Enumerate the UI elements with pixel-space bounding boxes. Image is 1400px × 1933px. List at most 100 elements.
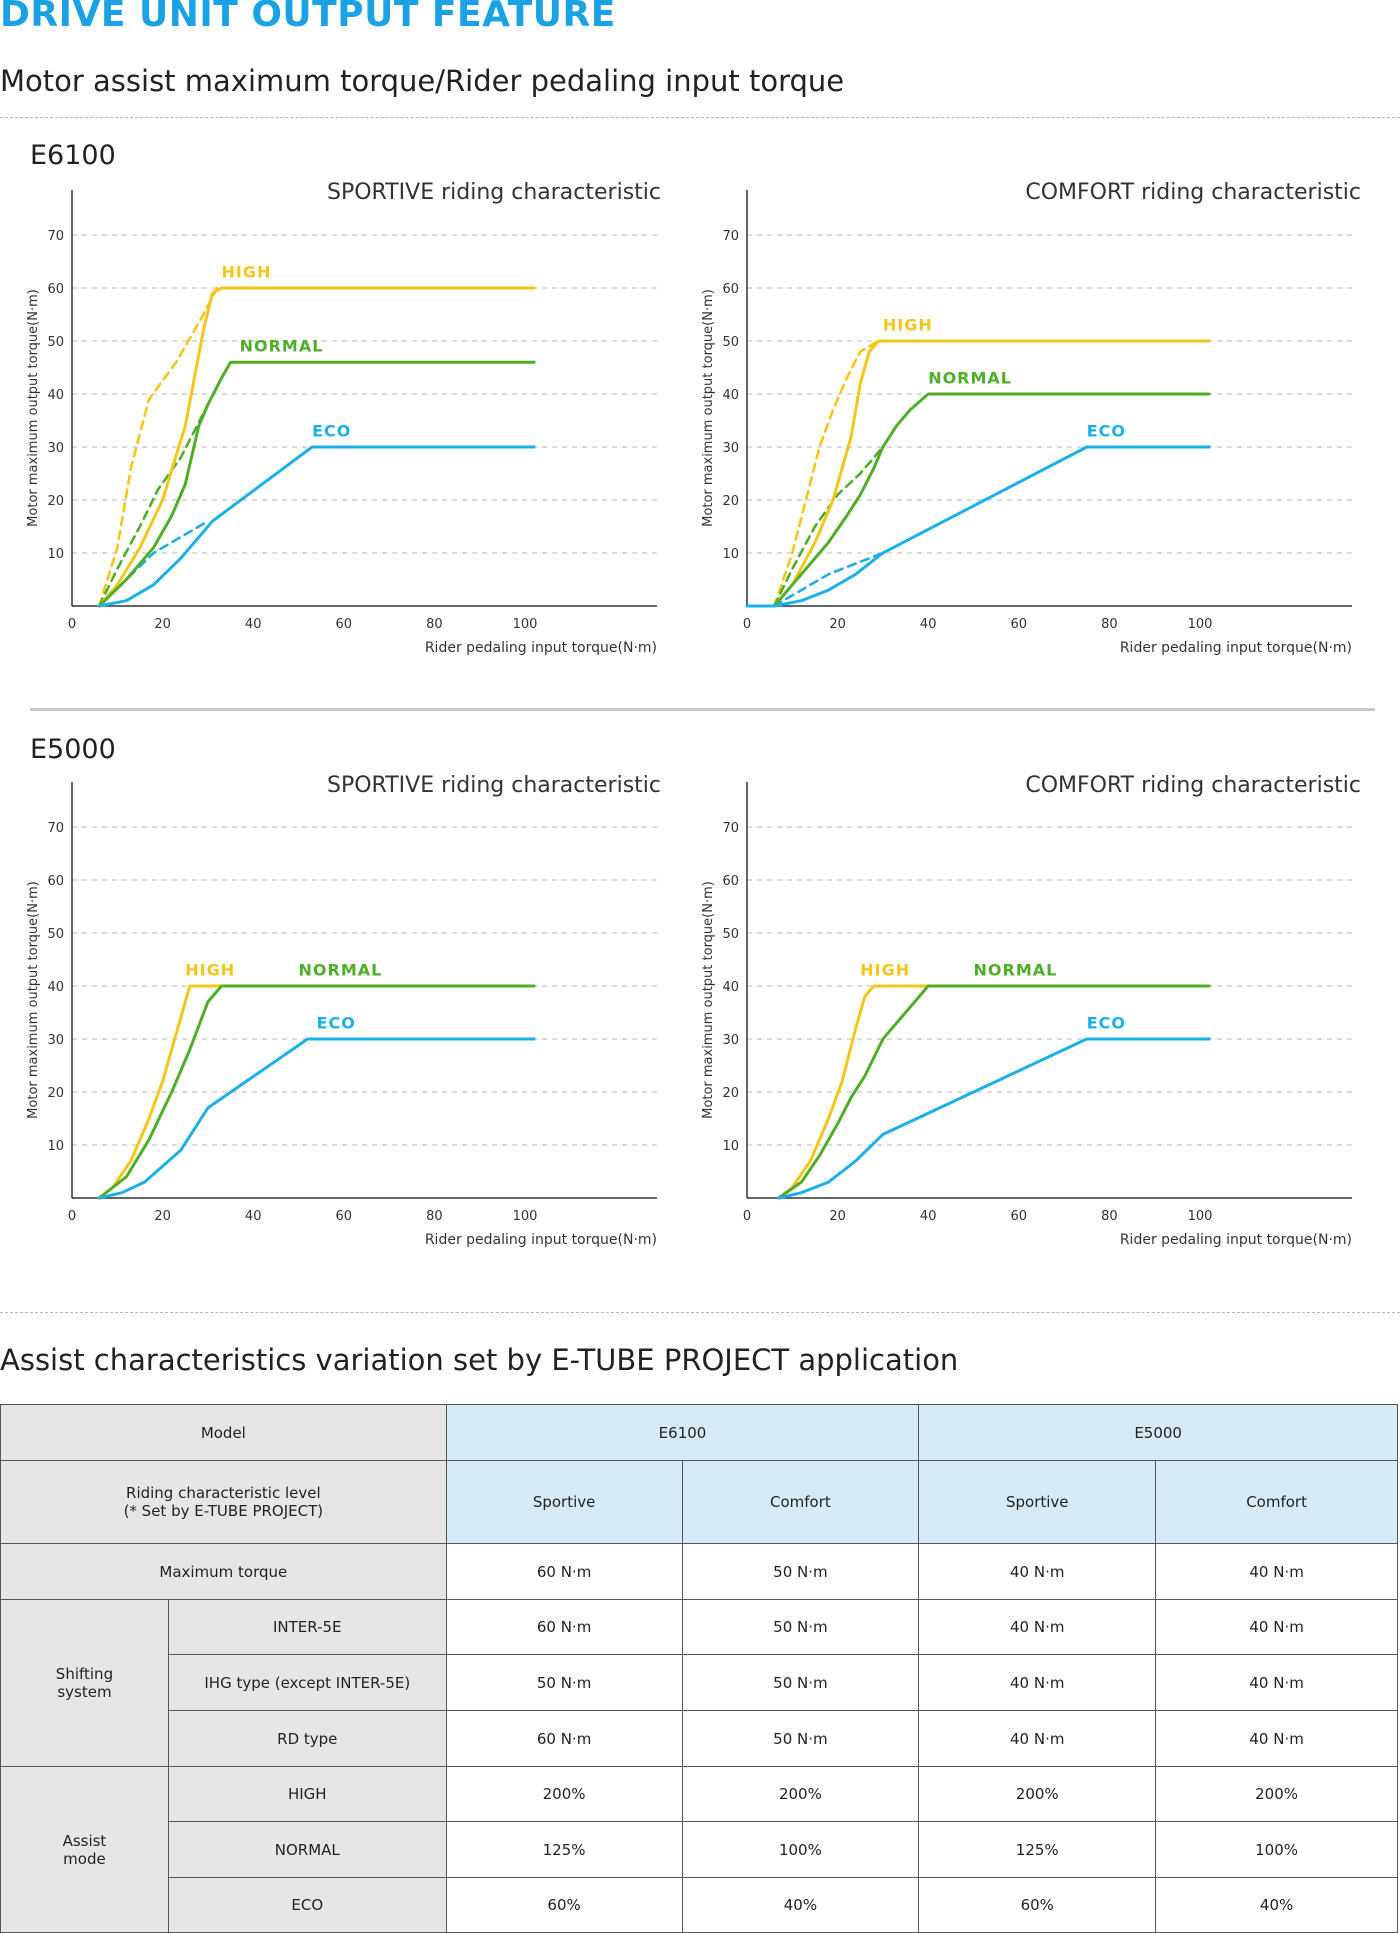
y-tick-label: 30: [722, 1033, 739, 1048]
chart-title: COMFORT riding characteristic: [1025, 773, 1361, 798]
table-cell: 200%: [445, 1766, 683, 1822]
x-tick-label: 40: [920, 617, 937, 632]
x-tick-label: 0: [743, 1209, 751, 1224]
x-tick-label: 0: [743, 617, 751, 632]
series-line-eco: [97, 445, 536, 608]
y-tick-label: 40: [722, 388, 739, 403]
x-tick-label: 0: [68, 617, 76, 632]
x-axis-label: Rider pedaling input torque(N·m): [425, 640, 657, 656]
x-tick-label: 20: [829, 617, 846, 632]
series-label: ECO: [1087, 1013, 1126, 1032]
table-cell: 60 N·m: [445, 1543, 683, 1600]
table-cell: 50 N·m: [681, 1654, 920, 1711]
y-tick-label: 70: [722, 229, 739, 244]
x-tick-label: 80: [1101, 1209, 1118, 1224]
y-tick-label: 50: [722, 335, 739, 350]
series-line-reference: [772, 551, 885, 608]
table-header-cell: Riding characteristic level (* Set by E-…: [0, 1460, 447, 1544]
y-tick-label: 40: [722, 980, 739, 995]
x-tick-label: 40: [920, 1209, 937, 1224]
table-header-cell: Sportive: [445, 1460, 683, 1544]
table-cell: 125%: [918, 1821, 1157, 1878]
table-row-header: ECO: [167, 1877, 447, 1933]
table-row-header: RD type: [167, 1710, 447, 1767]
y-tick-label: 10: [47, 547, 64, 562]
table-cell-text: system: [57, 1683, 112, 1701]
x-tick-label: 20: [154, 1209, 171, 1224]
y-tick-label: 30: [47, 1033, 64, 1048]
chart-title: SPORTIVE riding characteristic: [327, 773, 661, 798]
y-tick-label: 20: [47, 494, 64, 509]
chart-title: SPORTIVE riding characteristic: [327, 180, 661, 205]
y-tick-label: 10: [47, 1139, 64, 1154]
y-tick-label: 70: [47, 229, 64, 244]
series-line-high: [97, 984, 536, 1200]
table-row: Riding characteristic level (* Set by E-…: [0, 1460, 1398, 1544]
table-cell: 40 N·m: [918, 1654, 1157, 1711]
y-tick-label: 20: [722, 1086, 739, 1101]
y-tick-label: 50: [47, 927, 64, 942]
x-tick-label: 60: [1011, 617, 1028, 632]
chart-e5000-sportive: SPORTIVE riding characteristic 10 20 30 40 50…: [26, 773, 661, 1248]
table-cell: 40 N·m: [918, 1710, 1157, 1767]
y-tick-label: 10: [722, 1139, 739, 1154]
x-axis-label: Rider pedaling input torque(N·m): [1120, 640, 1352, 656]
y-tick-label: 70: [722, 821, 739, 836]
table-cell: 100%: [1155, 1821, 1398, 1878]
x-tick-label: 100: [513, 1209, 538, 1224]
table-cell: 60 N·m: [445, 1599, 683, 1655]
series-label: HIGH: [883, 315, 933, 334]
table-row-header: INTER-5E: [167, 1599, 447, 1655]
table-row-header: NORMAL: [167, 1821, 447, 1878]
table-cell: 50 N·m: [681, 1599, 920, 1655]
series-label: NORMAL: [974, 960, 1058, 979]
series-line-normal: [97, 984, 536, 1200]
x-tick-label: 60: [336, 1209, 353, 1224]
x-axis-label: Rider pedaling input torque(N·m): [1120, 1232, 1352, 1248]
table-row: RD type 60 N·m 50 N·m 40 N·m 40 N·m: [1, 1710, 1398, 1767]
table-row: Assist mode HIGH 200% 200% 200% 200%: [0, 1766, 1398, 1933]
y-tick-label: 30: [722, 441, 739, 456]
series-line-high: [777, 984, 1211, 1200]
series-label: NORMAL: [299, 960, 383, 979]
model-divider: [30, 708, 1375, 711]
y-tick-label: 10: [722, 547, 739, 562]
chart-title: COMFORT riding characteristic: [1025, 180, 1361, 205]
series-label: ECO: [1087, 421, 1126, 440]
table-cell: 40 N·m: [918, 1599, 1157, 1655]
table-cell: 200%: [1155, 1766, 1398, 1822]
table-cell: 40 N·m: [918, 1543, 1157, 1600]
chart-e6100-comfort: COMFORT riding characteristic 10 20 30 40 50 6…: [701, 180, 1361, 656]
table-row-header: HIGH: [167, 1766, 447, 1822]
table-header-cell: Comfort: [681, 1460, 920, 1544]
y-tick-label: 40: [47, 388, 64, 403]
y-tick-label: 30: [47, 441, 64, 456]
section-divider: [0, 1312, 1400, 1313]
table-cell: 125%: [445, 1821, 683, 1878]
series-line-reference: [772, 339, 880, 608]
y-tick-label: 40: [47, 980, 64, 995]
x-tick-label: 40: [245, 617, 262, 632]
x-tick-label: 100: [1188, 617, 1213, 632]
x-tick-label: 100: [1188, 1209, 1213, 1224]
model-label-e5000: E5000: [30, 734, 116, 765]
table-cell-text: (* Set by E-TUBE PROJECT): [123, 1502, 324, 1520]
y-tick-label: 70: [47, 821, 64, 836]
series-line-reference: [97, 286, 219, 608]
x-tick-label: 20: [829, 1209, 846, 1224]
series-label: ECO: [312, 421, 351, 440]
chart-e6100-sportive: SPORTIVE riding characteristic 10 20 30 40 50…: [26, 180, 661, 656]
table-row: Maximum torque 60 N·m 50 N·m 40 N·m 40 N…: [0, 1543, 1398, 1600]
table-row-group-header: Shifting system: [0, 1599, 169, 1767]
series-label: NORMAL: [240, 337, 324, 356]
table-header-cell: E5000: [918, 1404, 1398, 1461]
y-tick-label: 60: [722, 874, 739, 889]
series-line-eco: [777, 1037, 1211, 1200]
table-cell: 200%: [681, 1766, 920, 1822]
y-tick-label: 50: [722, 927, 739, 942]
table-row: Model E6100 E5000: [0, 1404, 1398, 1461]
table-row: Shifting system INTER-5E 60 N·m 50 N·m 4…: [0, 1599, 1398, 1767]
table-cell: 200%: [918, 1766, 1157, 1822]
table-cell: 50 N·m: [681, 1543, 920, 1600]
series-line-reference: [772, 445, 885, 608]
